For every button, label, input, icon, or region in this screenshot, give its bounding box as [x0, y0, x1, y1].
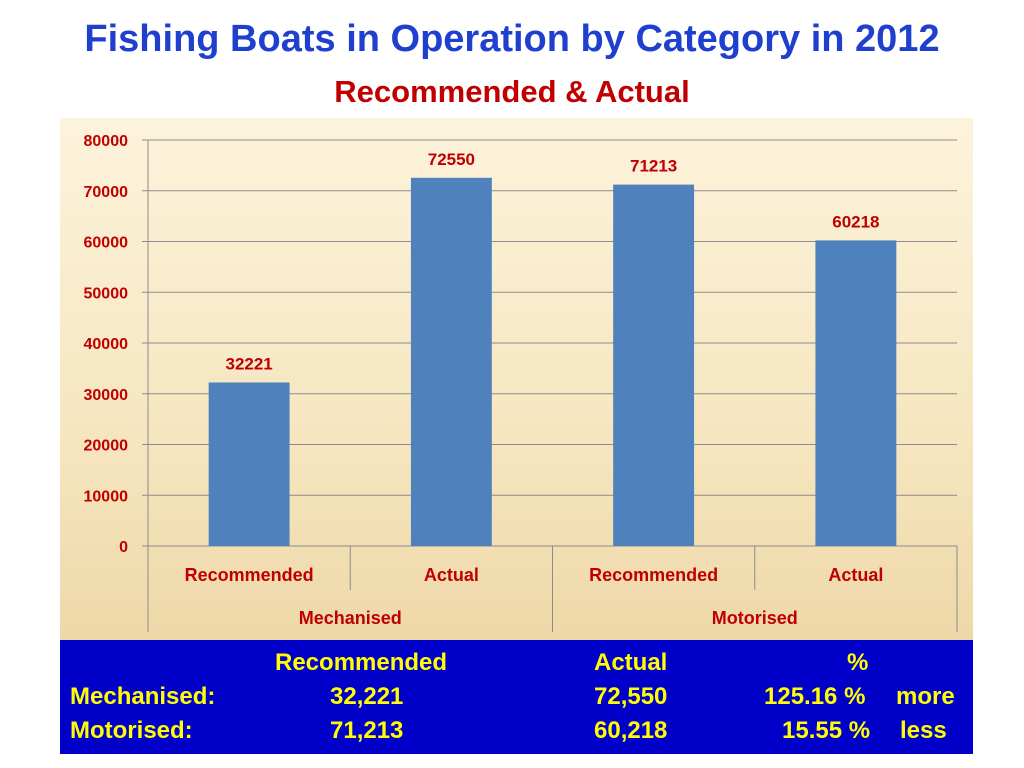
data-label: 60218	[832, 212, 879, 231]
data-label: 71213	[630, 157, 677, 176]
data-label: 72550	[428, 150, 475, 169]
x-group-label: Motorised	[712, 608, 798, 628]
y-tick-label: 70000	[84, 184, 129, 201]
summary-table: Recommended Actual % Mechanised: 32,221 …	[60, 640, 973, 754]
table-cell-recommended: 71,213	[330, 717, 404, 744]
x-category-label: Recommended	[589, 565, 718, 585]
bar-chart: 0 10000 20000 30000 40000 50000 60000 70000 8000…	[84, 133, 958, 632]
bar	[208, 382, 290, 546]
y-tick-label: 80000	[84, 133, 129, 150]
y-tick-label: 0	[119, 539, 128, 556]
table-cell-note: less	[900, 717, 947, 744]
y-tick-label: 60000	[84, 235, 129, 252]
table-row-label: Mechanised:	[70, 683, 216, 710]
x-category-label: Actual	[828, 565, 883, 585]
table-header-percent: %	[847, 649, 869, 676]
y-tick-label: 20000	[84, 438, 129, 455]
table-row-label: Motorised:	[70, 717, 193, 744]
y-tick-label: 30000	[84, 387, 129, 404]
table-header-recommended: Recommended	[275, 649, 448, 676]
table-cell-actual: 60,218	[594, 717, 668, 744]
table-header-actual: Actual	[594, 649, 668, 676]
data-label: 32221	[225, 354, 272, 373]
y-tick-label: 10000	[84, 488, 129, 505]
y-tick-label: 40000	[84, 336, 129, 353]
table-cell-note: more	[896, 683, 955, 710]
table-cell-actual: 72,550	[594, 683, 668, 710]
table-cell-percent: 125.16 %	[764, 683, 866, 710]
bar	[613, 184, 695, 546]
chart-subtitle: Recommended & Actual	[334, 74, 690, 109]
bar	[815, 240, 897, 546]
x-category-label: Recommended	[185, 565, 314, 585]
y-tick-label: 50000	[84, 285, 129, 302]
bar	[410, 177, 492, 546]
chart-title: Fishing Boats in Operation by Category i…	[84, 18, 940, 60]
table-cell-recommended: 32,221	[330, 683, 404, 710]
x-group-label: Mechanised	[299, 608, 402, 628]
x-category-label: Actual	[424, 565, 479, 585]
table-cell-percent: 15.55 %	[782, 717, 871, 744]
chart-area: 0 10000 20000 30000 40000 50000 60000 70000 8000…	[60, 118, 973, 640]
